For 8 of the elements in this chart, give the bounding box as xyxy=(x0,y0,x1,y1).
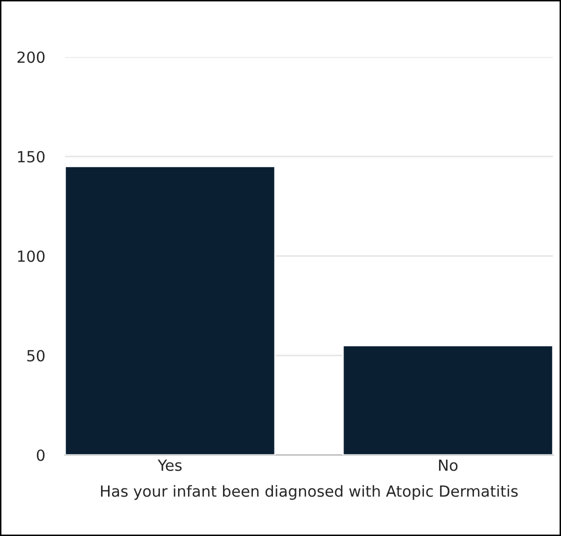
x-tick-label: No xyxy=(439,460,458,471)
y-tick-label: 50 xyxy=(27,350,45,362)
y-tick-label: 100 xyxy=(18,250,45,262)
x-axis-title: Has your infant been diagnosed with Atopic Dermatitis xyxy=(101,485,518,500)
y-tick-label: 200 xyxy=(18,51,45,64)
y-tick-label: 0 xyxy=(36,449,45,462)
y-tick-label: 150 xyxy=(18,150,45,163)
x-tick-label: Yes xyxy=(158,460,182,471)
